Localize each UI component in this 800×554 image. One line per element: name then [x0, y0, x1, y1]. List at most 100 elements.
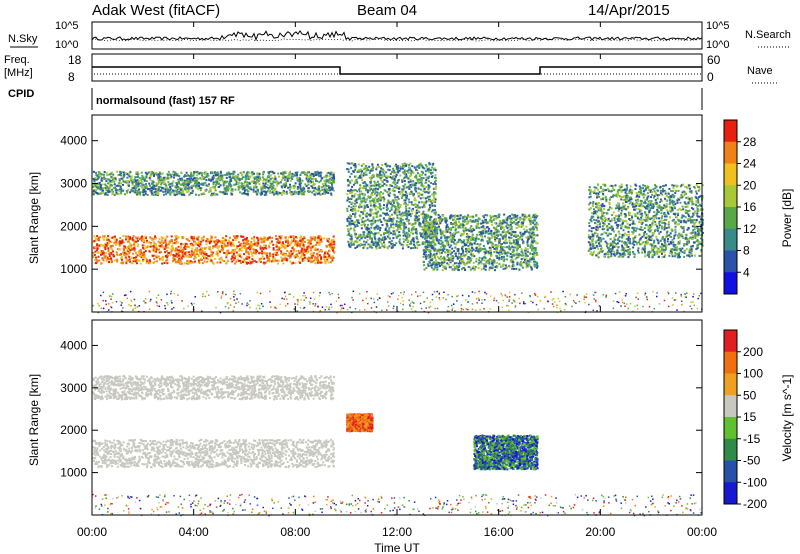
- data-point: [286, 239, 289, 242]
- data-point: [358, 193, 361, 196]
- data-point: [108, 179, 111, 182]
- data-point: [109, 185, 112, 188]
- data-point: [369, 208, 372, 211]
- data-point: [175, 236, 178, 239]
- data-point: [173, 174, 176, 177]
- data-point: [303, 246, 306, 249]
- data-point: [265, 260, 268, 263]
- data-point: [347, 233, 350, 236]
- data-point: [394, 212, 397, 215]
- data-point: [138, 259, 141, 262]
- data-point: [232, 256, 235, 259]
- data-point: [467, 215, 470, 218]
- data-point: [237, 254, 240, 257]
- data-point: [196, 244, 199, 247]
- data-point: [323, 181, 326, 184]
- data-point: [179, 249, 182, 252]
- data-point: [176, 187, 179, 190]
- data-point: [218, 250, 221, 253]
- data-point: [127, 188, 130, 191]
- data-point: [256, 181, 259, 184]
- data-point: [323, 191, 326, 194]
- data-point: [418, 201, 421, 204]
- data-point: [316, 239, 319, 242]
- data-point: [162, 176, 165, 179]
- data-point: [195, 252, 198, 255]
- data-point: [327, 189, 330, 192]
- data-point: [384, 229, 387, 232]
- data-point: [280, 238, 283, 241]
- data-point: [384, 227, 387, 230]
- data-point: [151, 172, 154, 175]
- data-point: [385, 165, 388, 168]
- data-point: [511, 242, 514, 245]
- data-point: [104, 183, 107, 186]
- data-point: [260, 191, 263, 194]
- data-point: [468, 259, 471, 262]
- data-point: [159, 258, 162, 261]
- data-point: [167, 174, 170, 177]
- data-point: [117, 242, 120, 245]
- data-point: [262, 182, 265, 185]
- data-point: [354, 247, 357, 250]
- data-point: [422, 220, 425, 223]
- data-point: [169, 253, 172, 256]
- data-point: [203, 247, 206, 250]
- data-point: [204, 189, 207, 192]
- data-point: [296, 245, 299, 248]
- data-point: [286, 178, 289, 181]
- data-point: [209, 189, 212, 192]
- data-point: [355, 240, 358, 243]
- data-point: [275, 253, 278, 256]
- data-point: [372, 212, 375, 215]
- data-point: [105, 259, 108, 262]
- data-point: [99, 188, 102, 191]
- data-point: [367, 195, 370, 198]
- data-point: [418, 173, 421, 176]
- data-point: [112, 176, 115, 179]
- data-point: [371, 239, 374, 242]
- data-point: [199, 243, 202, 246]
- data-point: [428, 195, 431, 198]
- data-point: [352, 183, 355, 186]
- data-point: [429, 226, 432, 229]
- data-point: [366, 233, 369, 236]
- data-point: [436, 228, 439, 231]
- data-point: [256, 179, 259, 182]
- data-point: [368, 165, 371, 168]
- data-point: [174, 172, 177, 175]
- data-point: [141, 176, 144, 179]
- data-point: [451, 218, 454, 221]
- data-point: [328, 186, 331, 189]
- data-point: [135, 251, 138, 254]
- data-point: [516, 244, 519, 247]
- data-point: [300, 182, 303, 185]
- data-point: [252, 188, 255, 191]
- data-point: [96, 245, 99, 248]
- data-point: [509, 221, 512, 224]
- data-point: [350, 191, 353, 194]
- data-point: [320, 256, 323, 259]
- data-point: [134, 257, 137, 260]
- data-point: [284, 184, 287, 187]
- data-point: [220, 248, 223, 251]
- data-point: [227, 185, 230, 188]
- data-point: [142, 186, 145, 189]
- data-point: [315, 171, 318, 174]
- data-point: [197, 249, 200, 252]
- data-point: [268, 246, 271, 249]
- data-point: [421, 201, 424, 204]
- data-point: [288, 177, 291, 180]
- data-point: [403, 179, 406, 182]
- data-point: [92, 186, 95, 189]
- data-point: [408, 222, 411, 225]
- data-point: [100, 243, 103, 246]
- data-point: [465, 232, 468, 235]
- data-point: [381, 163, 384, 166]
- data-point: [154, 187, 157, 190]
- data-point: [177, 178, 180, 181]
- data-point: [300, 250, 303, 253]
- data-point: [190, 186, 193, 189]
- data-point: [401, 214, 404, 217]
- data-point: [115, 189, 118, 192]
